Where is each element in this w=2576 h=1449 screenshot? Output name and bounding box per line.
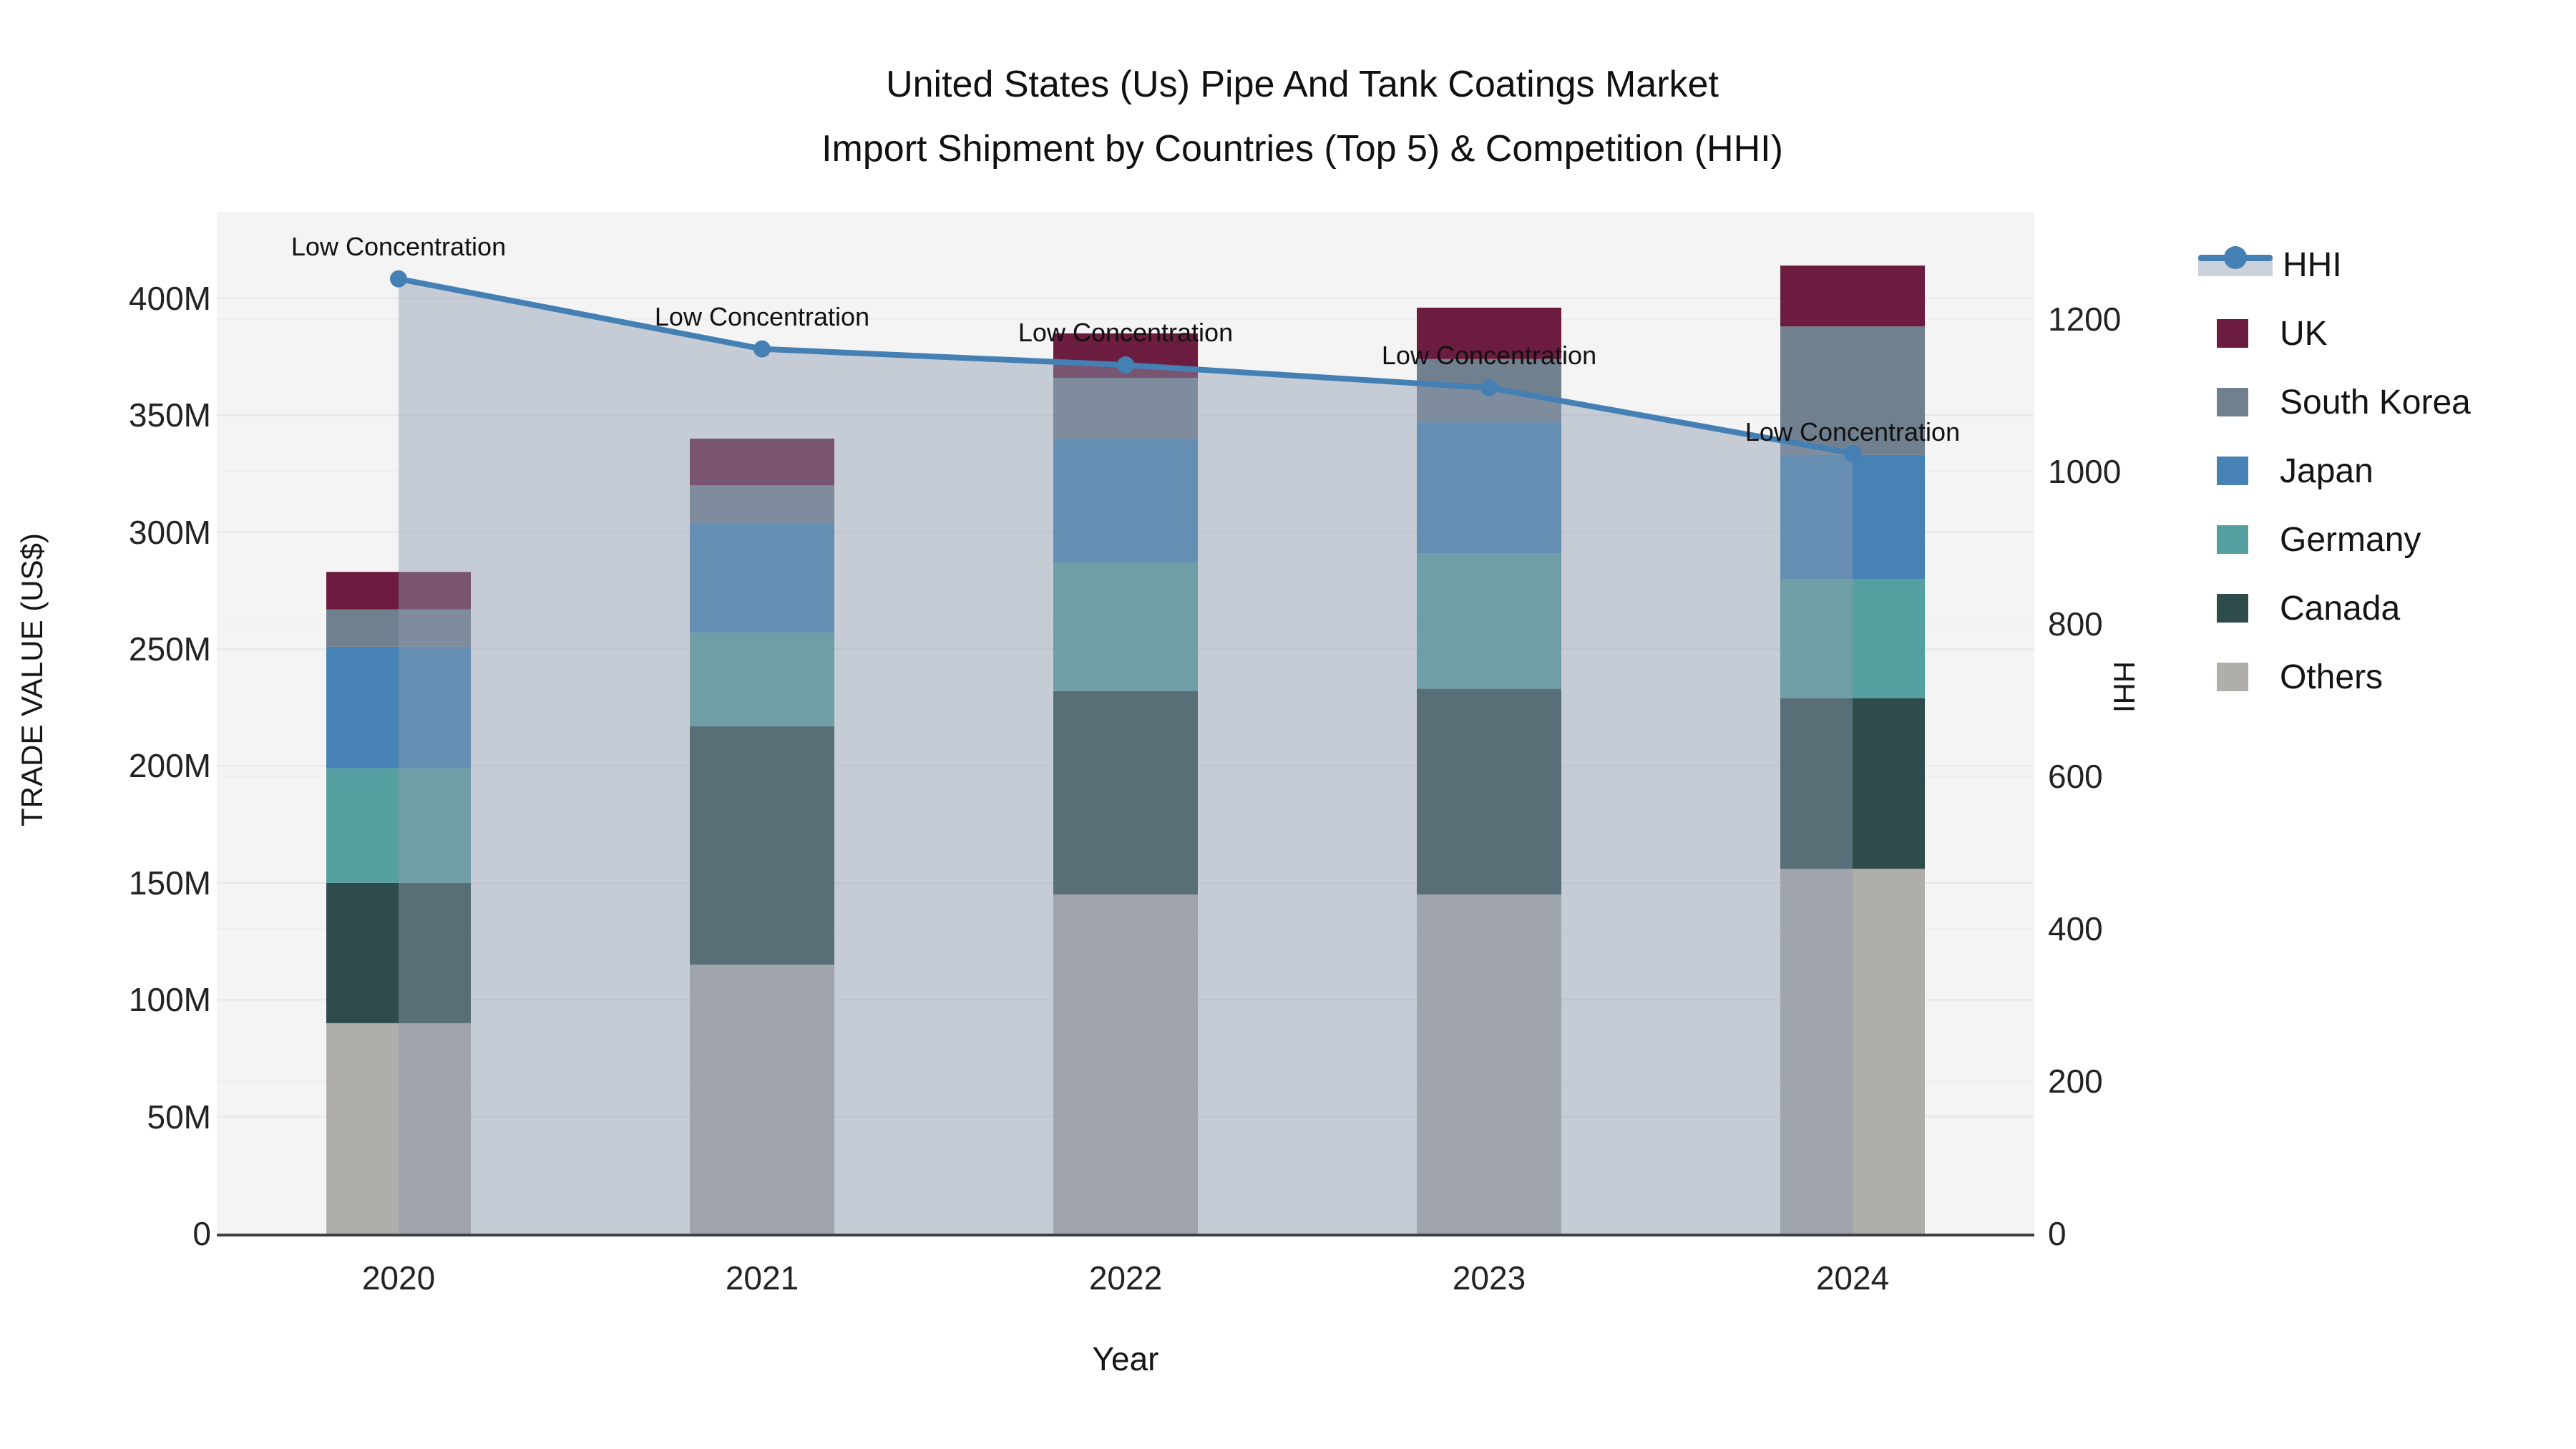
plot-area: [217, 212, 2034, 1236]
legend-item-germany[interactable]: Germany: [2198, 505, 2421, 574]
x-axis-title: Year: [1092, 1340, 1159, 1377]
y-left-tick-0: 0: [192, 1215, 211, 1252]
bar-segment-japan-2022[interactable]: [1053, 438, 1198, 563]
chart-canvas: [217, 265, 2034, 1234]
bar-segment-south-korea-2021[interactable]: [690, 485, 834, 523]
bar-segment-japan-2020[interactable]: [326, 646, 471, 769]
legend-label: Others: [2280, 658, 2384, 696]
legend-swatch-icon: [2217, 594, 2248, 623]
y-left-tick-200M: 200M: [128, 747, 211, 785]
bar-segment-uk-2020[interactable]: [326, 572, 471, 610]
x-tick-2021: 2021: [725, 1259, 799, 1297]
legend-label: Germany: [2280, 520, 2421, 559]
legend-item-uk[interactable]: UK: [2198, 299, 2328, 368]
bar-segment-others-2024[interactable]: [1780, 869, 1925, 1234]
legend-item-south-korea[interactable]: South Korea: [2198, 368, 2471, 436]
bar-segment-germany-2023[interactable]: [1417, 553, 1561, 689]
hhi-marker-2020[interactable]: [390, 270, 407, 288]
x-tick-2024: 2024: [1815, 1259, 1890, 1297]
y-axis-title-right: HHI: [2107, 660, 2141, 713]
bar-segment-canada-2024[interactable]: [1780, 698, 1925, 869]
y-right-tick-1000: 1000: [2048, 453, 2122, 491]
annotation-low-concentration-2021: Low Concentration: [654, 301, 870, 331]
y-left-tick-50M: 50M: [147, 1098, 211, 1136]
bar-segment-germany-2021[interactable]: [690, 633, 834, 726]
y-axis-title-left: TRADE VALUE (US$): [15, 533, 49, 826]
y-right-tick-1200: 1200: [2048, 301, 2122, 338]
y-right-tick-800: 800: [2048, 605, 2103, 643]
x-tick-2023: 2023: [1452, 1259, 1526, 1297]
bar-segment-germany-2020[interactable]: [326, 768, 471, 883]
bar-segment-canada-2023[interactable]: [1417, 688, 1561, 895]
bar-segment-others-2021[interactable]: [690, 965, 834, 1234]
bar-segment-others-2020[interactable]: [326, 1023, 471, 1234]
bar-segment-japan-2021[interactable]: [690, 522, 834, 633]
legend-swatch-icon: [2217, 319, 2248, 348]
bar-segment-south-korea-2022[interactable]: [1053, 378, 1198, 439]
legend-item-hhi[interactable]: HHI: [2198, 230, 2342, 299]
bar-segment-uk-2021[interactable]: [690, 438, 834, 486]
bar-segment-canada-2020[interactable]: [326, 882, 471, 1023]
y-right-tick-0: 0: [2048, 1215, 2067, 1252]
bar-segment-uk-2023[interactable]: [1417, 307, 1561, 359]
annotation-low-concentration-2022: Low Concentration: [1018, 318, 1234, 348]
y-right-tick-600: 600: [2048, 758, 2103, 796]
y-left-tick-250M: 250M: [128, 630, 211, 668]
legend-label: HHI: [2283, 245, 2342, 284]
hhi-marker-2023[interactable]: [1480, 379, 1498, 396]
legend-swatch-icon: [2217, 388, 2248, 416]
legend-swatch-icon: [2217, 663, 2248, 691]
bar-segment-japan-2024[interactable]: [1780, 454, 1925, 580]
bar-segment-others-2022[interactable]: [1053, 894, 1198, 1234]
hhi-marker-2024[interactable]: [1844, 444, 1861, 462]
bar-segment-germany-2024[interactable]: [1780, 579, 1925, 698]
bar-segment-others-2023[interactable]: [1417, 894, 1561, 1234]
bar-segment-germany-2022[interactable]: [1053, 562, 1198, 691]
hhi-marker-2021[interactable]: [753, 340, 771, 358]
hhi-line-swatch-icon: [2198, 246, 2273, 280]
legend-label: UK: [2280, 314, 2328, 353]
annotation-low-concentration-2023: Low Concentration: [1381, 340, 1597, 370]
legend-item-others[interactable]: Others: [2198, 643, 2383, 711]
legend-label: Japan: [2280, 452, 2373, 490]
y-right-tick-200: 200: [2048, 1063, 2103, 1101]
x-tick-2022: 2022: [1088, 1259, 1163, 1297]
legend-item-japan[interactable]: Japan: [2198, 436, 2373, 505]
y-right-tick-400: 400: [2048, 910, 2103, 948]
hhi-area-fill: [399, 278, 1853, 1234]
bar-segment-canada-2021[interactable]: [690, 726, 834, 965]
annotation-low-concentration-2020: Low Concentration: [291, 231, 507, 261]
bar-segment-south-korea-2020[interactable]: [326, 609, 471, 647]
y-left-tick-300M: 300M: [128, 513, 211, 551]
bar-segment-canada-2022[interactable]: [1053, 691, 1198, 895]
legend-item-canada[interactable]: Canada: [2198, 574, 2400, 643]
chart-title-line2: Import Shipment by Countries (Top 5) & C…: [821, 128, 1783, 170]
y-left-tick-100M: 100M: [128, 981, 211, 1019]
y-left-tick-400M: 400M: [128, 279, 211, 317]
y-left-tick-150M: 150M: [128, 864, 211, 902]
chart-title-line1: United States (Us) Pipe And Tank Coating…: [886, 64, 1719, 105]
bar-segment-uk-2024[interactable]: [1780, 265, 1925, 327]
legend-swatch-icon: [2217, 457, 2248, 485]
y-left-tick-350M: 350M: [128, 396, 211, 434]
legend-label: Canada: [2280, 589, 2401, 628]
annotation-low-concentration-2024: Low Concentration: [1745, 416, 1961, 447]
legend-swatch-icon: [2217, 525, 2248, 554]
bar-segment-japan-2023[interactable]: [1417, 422, 1561, 554]
x-tick-2020: 2020: [361, 1259, 436, 1297]
legend-label: South Korea: [2280, 383, 2471, 421]
bar-segment-south-korea-2024[interactable]: [1780, 326, 1925, 455]
hhi-marker-2022[interactable]: [1117, 356, 1134, 374]
